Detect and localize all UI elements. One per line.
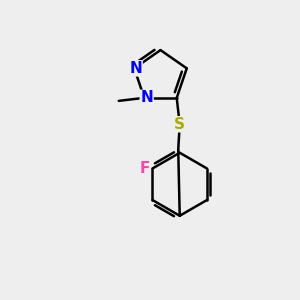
Text: F: F (140, 161, 150, 176)
Text: S: S (174, 117, 185, 132)
Text: N: N (129, 61, 142, 76)
Text: N: N (140, 90, 153, 105)
